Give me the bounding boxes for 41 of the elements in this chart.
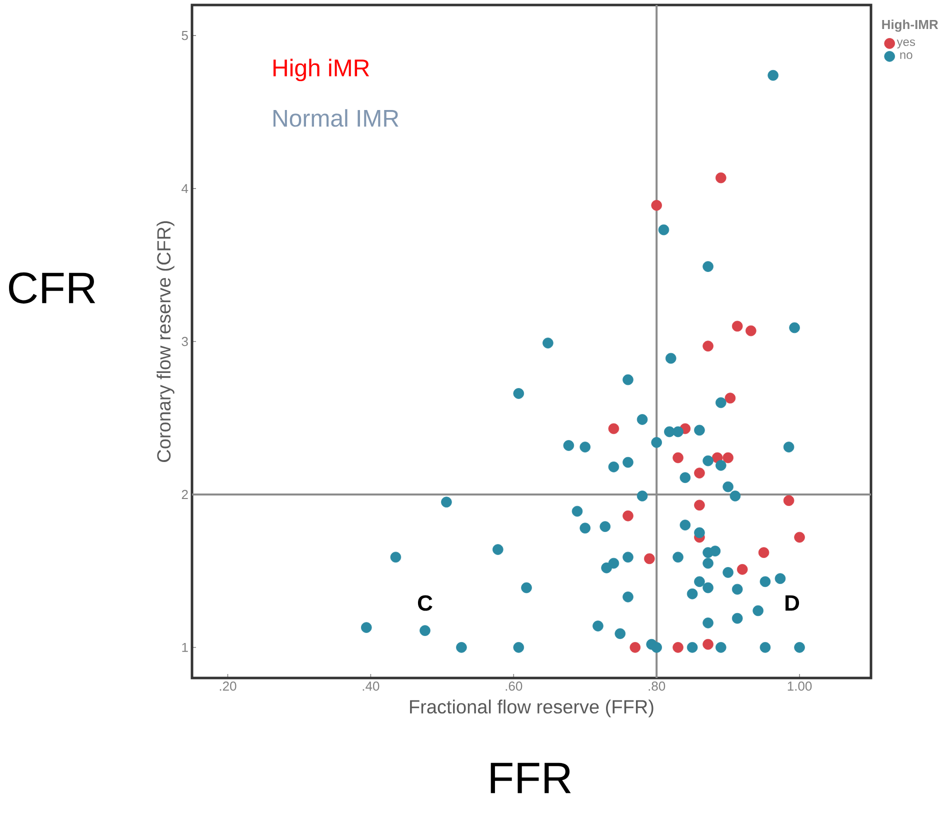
y-tick-label: 1 — [182, 642, 188, 652]
point — [702, 638, 714, 650]
point — [694, 468, 705, 478]
legend-title: High-IMR — [882, 20, 938, 32]
x-tick-label: 1.00 — [788, 682, 812, 691]
x-tick-label: .60 — [506, 682, 522, 691]
y-tick-label: 2 — [182, 490, 188, 499]
x-tick-label: .20 — [220, 682, 236, 691]
x-tick-label: .80 — [648, 682, 666, 691]
point — [694, 500, 705, 511]
point — [758, 547, 770, 558]
point — [644, 553, 655, 564]
annotation: C — [418, 595, 432, 611]
point — [608, 423, 620, 434]
point — [722, 452, 734, 464]
x-axis-title: Fractional flow reserve (FFR) — [410, 700, 654, 718]
point — [746, 325, 756, 336]
text: FFR — [490, 762, 571, 794]
point — [732, 320, 743, 332]
annotation: D — [786, 595, 800, 611]
point — [724, 392, 736, 404]
point — [736, 564, 748, 575]
x-tick-label: .40 — [362, 682, 380, 691]
y-tick-label: 5 — [182, 31, 188, 40]
point — [702, 340, 714, 352]
point — [794, 532, 805, 543]
text: CFR — [9, 272, 96, 304]
annotation: High iMR — [274, 58, 370, 82]
point — [672, 452, 684, 464]
point — [672, 642, 684, 653]
legend-label: no — [900, 52, 912, 59]
point — [622, 510, 634, 522]
point — [651, 200, 662, 211]
legend-label: yes — [896, 39, 916, 48]
y-axis-title: Coronary flow reserve (CFR) — [156, 221, 174, 462]
y-tick-label: 3 — [182, 336, 188, 346]
point — [783, 495, 794, 506]
point — [716, 172, 726, 184]
y-tick-label: 4 — [182, 184, 188, 194]
annotation: Normal IMR — [274, 109, 398, 127]
point — [630, 642, 641, 653]
